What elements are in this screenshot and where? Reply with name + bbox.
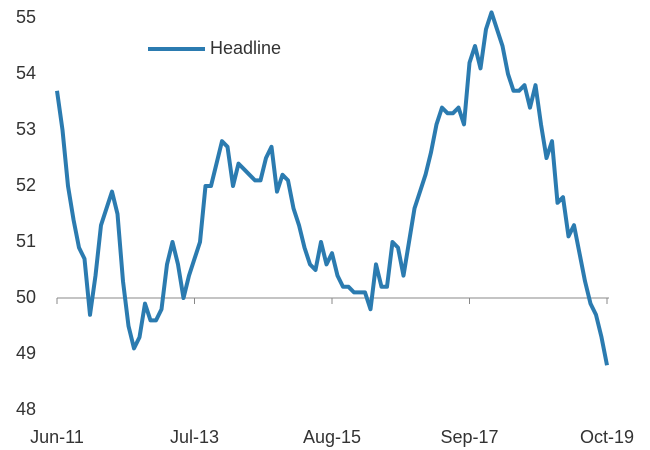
y-tick-label: 48 <box>16 399 36 419</box>
x-tick-label: Sep-17 <box>440 427 498 447</box>
x-tick-label: Jul-13 <box>170 427 219 447</box>
x-tick-label: Jun-11 <box>30 427 84 447</box>
y-tick-label: 51 <box>16 231 36 251</box>
legend-label: Headline <box>210 38 281 58</box>
x-tick-label: Aug-15 <box>303 427 361 447</box>
y-tick-label: 53 <box>16 119 36 139</box>
y-tick-label: 52 <box>16 175 36 195</box>
x-tick-label: Oct-19 <box>580 427 634 447</box>
y-tick-label: 55 <box>16 7 36 27</box>
y-tick-label: 50 <box>16 287 36 307</box>
y-tick-label: 54 <box>16 63 36 83</box>
y-tick-label: 49 <box>16 343 36 363</box>
data-line <box>55 10 609 366</box>
